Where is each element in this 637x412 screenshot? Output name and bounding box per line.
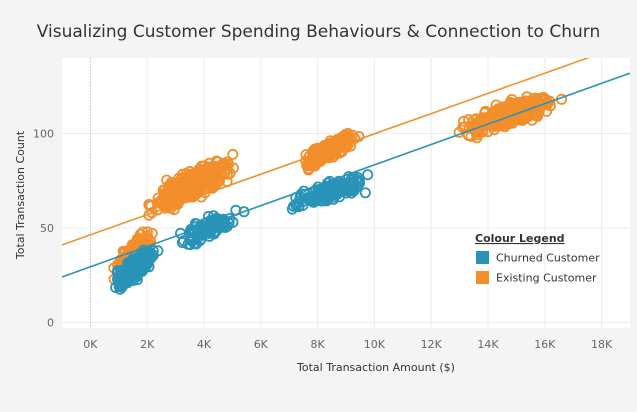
points-layer (62, 58, 630, 295)
data-point (341, 130, 353, 142)
data-point (342, 184, 354, 196)
legend-label-0: Churned Customer (496, 252, 600, 265)
legend-title: Colour Legend (475, 232, 565, 245)
data-point (482, 126, 494, 138)
legend-label-1: Existing Customer (496, 272, 597, 285)
data-point (334, 146, 346, 158)
x-axis-label: Total Transaction Amount ($) (296, 361, 455, 374)
data-point (295, 188, 307, 200)
data-point (134, 255, 146, 267)
data-point (163, 187, 175, 199)
data-point (513, 107, 525, 119)
data-point (306, 190, 318, 202)
data-point (531, 110, 543, 122)
data-point (320, 188, 332, 200)
legend: Colour Legend Churned Customer Existing Cu… (475, 232, 600, 285)
x-tick-label-1: 2K (140, 338, 155, 351)
series-churned-customer (110, 169, 374, 295)
data-point (123, 261, 135, 273)
trend-line-0 (62, 58, 590, 246)
y-tick-label-2: 100 (33, 128, 54, 141)
x-tick-label-0: 0K (83, 338, 98, 351)
trend-line-1 (62, 72, 630, 278)
data-point (478, 113, 490, 125)
data-point (346, 129, 358, 141)
y-tick-label-1: 50 (40, 222, 54, 235)
x-tick-label-7: 14K (477, 338, 499, 351)
chart-title: Visualizing Customer Spending Behaviours… (36, 22, 601, 42)
data-point (333, 179, 345, 191)
x-tick-label-8: 16K (534, 338, 556, 351)
data-point (326, 181, 338, 193)
data-point (205, 214, 217, 226)
x-tick-label-9: 18K (591, 338, 613, 351)
data-point (223, 158, 235, 170)
data-point (287, 200, 299, 212)
data-point (172, 197, 184, 209)
data-point (218, 216, 230, 228)
data-point (203, 227, 215, 239)
data-point (359, 187, 371, 199)
data-point (198, 170, 210, 182)
data-point (219, 167, 231, 179)
data-point (490, 99, 502, 111)
data-point (339, 129, 351, 141)
legend-swatch-0 (476, 251, 489, 264)
data-point (172, 177, 184, 189)
data-point (313, 144, 325, 156)
data-point (181, 187, 193, 199)
data-point (302, 164, 314, 176)
data-point (362, 169, 374, 181)
data-point (113, 275, 125, 287)
data-point (353, 130, 365, 142)
data-point (187, 233, 199, 245)
data-point (458, 115, 470, 127)
data-point (212, 174, 224, 186)
data-point (227, 148, 239, 160)
data-point (203, 157, 215, 169)
legend-swatch-1 (476, 271, 489, 284)
data-point (312, 188, 324, 200)
data-point (137, 244, 149, 256)
data-point (333, 191, 345, 203)
x-tick-label-2: 4K (197, 338, 212, 351)
data-point (343, 171, 355, 183)
data-point (176, 237, 188, 249)
x-tick-label-3: 6K (254, 338, 269, 351)
data-point (169, 179, 181, 191)
x-tick-label-6: 12K (421, 338, 443, 351)
data-point (501, 108, 513, 120)
x-tick-label-4: 8K (310, 338, 325, 351)
data-point (219, 221, 231, 233)
y-tick-label-0: 0 (47, 316, 54, 329)
y-axis-label: Total Transaction Count (14, 130, 27, 260)
x-tick-label-5: 10K (364, 338, 386, 351)
